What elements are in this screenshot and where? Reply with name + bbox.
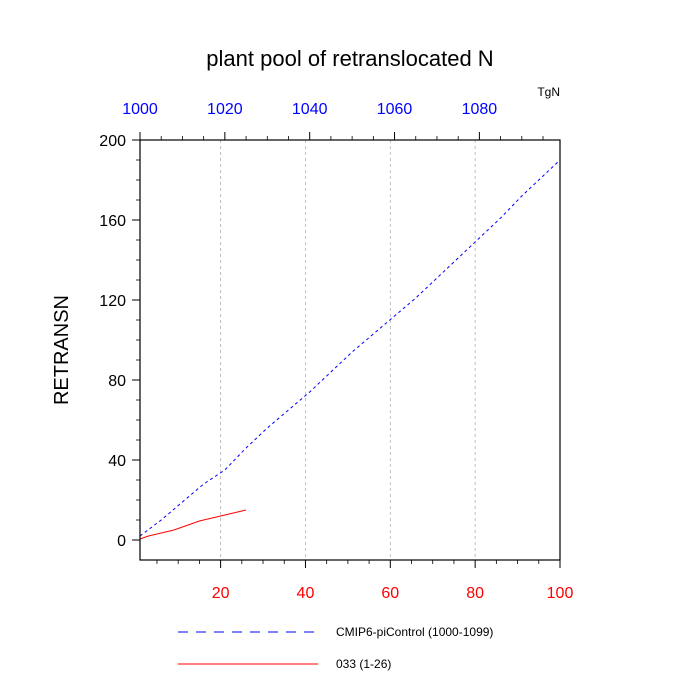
y-axis-label: RETRANSN (51, 295, 73, 405)
y-tick-label: 120 (99, 293, 126, 310)
top-x-tick-label: 1000 (122, 101, 158, 118)
x-tick-label: 100 (547, 585, 574, 602)
top-x-tick-label: 1060 (377, 101, 413, 118)
y-tick-label: 80 (108, 373, 126, 390)
x-tick-label: 40 (297, 585, 315, 602)
grid-lines (220, 140, 476, 560)
units-label: TgN (537, 85, 560, 99)
plot-frame (139, 139, 561, 561)
axis-ticks: 0 40 80 120 160 200 20 40 60 80 100 1000 1020 1040 106… (99, 101, 573, 602)
y-tick-label: 160 (99, 213, 126, 230)
y-tick-label: 200 (99, 133, 126, 150)
top-x-tick-label: 1020 (207, 101, 243, 118)
legend: CMIP6-piControl (1000-1099) 033 (1-26) (178, 625, 493, 671)
legend-entry: CMIP6-piControl (1000-1099) (336, 625, 493, 639)
top-x-tick-label: 1040 (292, 101, 328, 118)
series-line-cmip6 (139, 159, 561, 537)
y-tick-label: 0 (117, 533, 126, 550)
x-tick-label: 60 (381, 585, 399, 602)
series-line-033 (139, 509, 247, 540)
series-layer (139, 159, 561, 540)
top-x-tick-label: 1080 (462, 101, 498, 118)
legend-entry: 033 (1-26) (336, 657, 391, 671)
chart-title: plant pool of retranslocated N (206, 46, 493, 71)
x-tick-label: 20 (212, 585, 230, 602)
x-tick-label: 80 (466, 585, 484, 602)
y-tick-label: 40 (108, 453, 126, 470)
